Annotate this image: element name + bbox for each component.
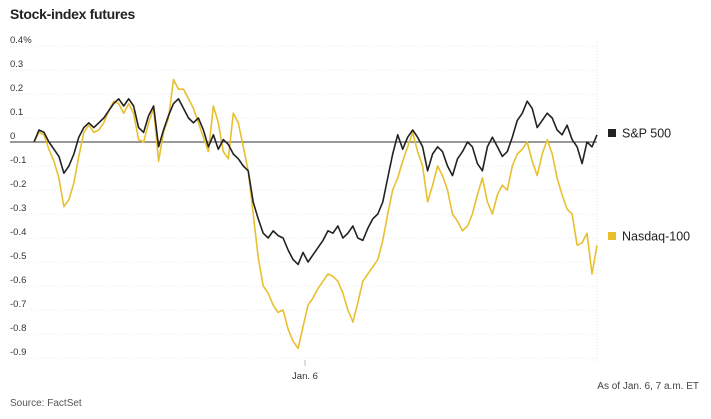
- series-line-nasdaq100: [33, 78, 598, 350]
- y-axis-tick-label: -0.4: [10, 227, 26, 238]
- y-axis-tick-label: -0.6: [10, 275, 26, 286]
- legend-swatch: [608, 232, 616, 240]
- y-axis-tick-label: -0.9: [10, 347, 26, 358]
- y-axis-tick-label: -0.1: [10, 155, 26, 166]
- legend-swatch: [608, 129, 616, 137]
- y-axis-tick-label: -0.8: [10, 323, 26, 334]
- y-axis-tick-label: 0.1: [10, 107, 23, 118]
- series-lines: [33, 78, 598, 350]
- source-note: Source: FactSet: [10, 398, 82, 409]
- y-axis-tick-label: -0.7: [10, 299, 26, 310]
- x-axis-tick-label: Jan. 6: [292, 371, 318, 382]
- y-axis-tick-label: 0.3: [10, 59, 23, 70]
- y-axis-ticks: 0.4% 0.3 0.2 0.1 0 -0.1 -0.2 -0.3 -0.4 -0.5 -0.6 -0…: [10, 35, 32, 358]
- legend-label: S&P 500: [622, 127, 671, 141]
- y-axis-tick-label: -0.2: [10, 179, 26, 190]
- y-axis-tick-label: 0.4%: [10, 35, 32, 46]
- timestamp-note: As of Jan. 6, 7 a.m. ET: [597, 381, 699, 392]
- chart-title: Stock-index futures: [10, 6, 135, 22]
- y-axis-tick-label: -0.3: [10, 203, 26, 214]
- y-axis-tick-label: 0.2: [10, 83, 23, 94]
- series-line-sp500: [33, 98, 598, 266]
- y-axis-tick-label: -0.5: [10, 251, 26, 262]
- legend-label: Nasdaq-100: [622, 230, 690, 244]
- legend: S&P 500 Nasdaq-100: [608, 127, 690, 244]
- gridlines: [10, 42, 598, 362]
- y-axis-tick-label: 0: [10, 131, 15, 142]
